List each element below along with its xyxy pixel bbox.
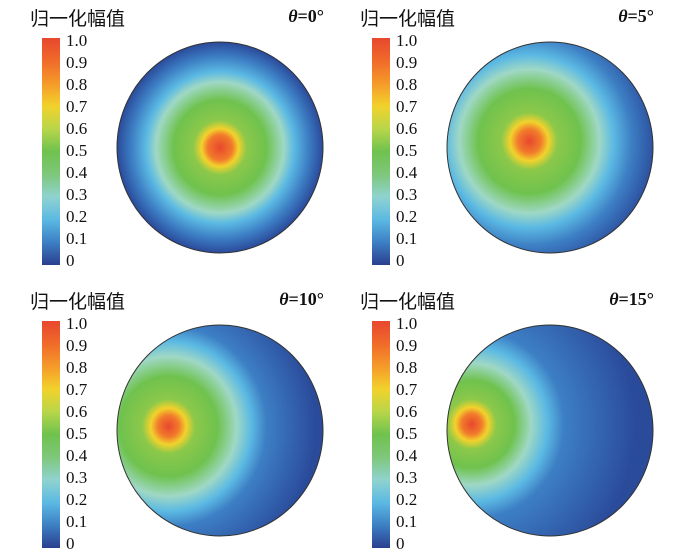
theta-value: =0° — [297, 6, 324, 26]
tick-label: 0.8 — [66, 358, 88, 377]
legend-title: 归一化幅值 — [360, 291, 456, 313]
tick-label: 0.2 — [396, 207, 418, 226]
amplitude-disk — [445, 323, 655, 538]
tick-label: 1.0 — [66, 31, 88, 50]
disk-shape — [446, 41, 654, 254]
tick-label: 0.9 — [66, 53, 88, 72]
tick-label: 0.9 — [396, 336, 418, 355]
colorbar-ticks: 1.0 0.9 0.8 0.7 0.6 0.5 0.4 0.3 0.2 0.1 … — [66, 315, 106, 555]
tick-label: 0.6 — [66, 402, 88, 421]
panel-theta-10: 归一化幅值 θ=10° 1.0 0.9 0.8 0.7 0.6 0.5 0.4 … — [30, 283, 340, 558]
tick-label: 0.3 — [66, 185, 88, 204]
tick-label: 0.8 — [396, 75, 418, 94]
tick-label: 0.6 — [396, 119, 418, 138]
tick-label: 0.1 — [396, 512, 418, 531]
tick-label: 0.5 — [66, 424, 88, 443]
tick-label: 0 — [396, 251, 405, 270]
colorbar-ticks: 1.0 0.9 0.8 0.7 0.6 0.5 0.4 0.3 0.2 0.1 … — [396, 32, 436, 272]
tick-label: 0 — [66, 251, 75, 270]
tick-label: 0.5 — [396, 424, 418, 443]
amplitude-disk-svg — [446, 324, 654, 537]
panel-theta-5: 归一化幅值 θ=5° 1.0 0.9 0.8 0.7 0.6 0.5 0.4 0… — [360, 0, 670, 275]
tick-label: 0.9 — [396, 53, 418, 72]
tick-label: 0.7 — [396, 97, 418, 116]
amplitude-disk-svg — [116, 324, 324, 537]
tick-label: 0.4 — [396, 163, 418, 182]
disk-shape — [116, 41, 324, 254]
disk-shape — [116, 324, 324, 537]
angle-label: θ=5° — [618, 6, 654, 27]
tick-label: 0.9 — [66, 336, 88, 355]
colorbar-ticks: 1.0 0.9 0.8 0.7 0.6 0.5 0.4 0.3 0.2 0.1 … — [396, 315, 436, 555]
tick-label: 1.0 — [396, 314, 418, 333]
tick-label: 0.7 — [396, 380, 418, 399]
tick-label: 0.1 — [66, 512, 88, 531]
colorbar — [372, 321, 390, 548]
tick-label: 0.7 — [66, 97, 88, 116]
tick-label: 0.6 — [66, 119, 88, 138]
theta-value: =10° — [288, 289, 324, 309]
angle-label: θ=15° — [609, 289, 654, 310]
tick-label: 1.0 — [66, 314, 88, 333]
tick-label: 0.4 — [396, 446, 418, 465]
amplitude-disk-svg — [116, 41, 324, 254]
tick-label: 0.2 — [396, 490, 418, 509]
legend-title: 归一化幅值 — [30, 291, 126, 313]
tick-label: 0.3 — [396, 185, 418, 204]
legend-title: 归一化幅值 — [360, 8, 456, 30]
theta-symbol: θ — [618, 6, 628, 26]
tick-label: 0.8 — [396, 358, 418, 377]
tick-label: 0.3 — [396, 468, 418, 487]
angle-label: θ=0° — [288, 6, 324, 27]
theta-symbol: θ — [609, 289, 619, 309]
tick-label: 0.1 — [66, 229, 88, 248]
tick-label: 0.8 — [66, 75, 88, 94]
tick-label: 0.3 — [66, 468, 88, 487]
tick-label: 0 — [66, 534, 75, 553]
colorbar — [42, 321, 60, 548]
tick-label: 0.5 — [396, 141, 418, 160]
disk-shape — [446, 324, 654, 537]
panel-theta-0: 归一化幅值 θ=0° 1.0 0.9 0.8 0.7 0.6 0.5 0.4 0… — [30, 0, 340, 275]
colorbar — [42, 38, 60, 265]
tick-label: 0.4 — [66, 163, 88, 182]
colorbar — [372, 38, 390, 265]
tick-label: 0.5 — [66, 141, 88, 160]
amplitude-disk — [115, 40, 325, 255]
theta-symbol: θ — [279, 289, 289, 309]
tick-label: 0.7 — [66, 380, 88, 399]
tick-label: 0.4 — [66, 446, 88, 465]
legend-title: 归一化幅值 — [30, 8, 126, 30]
tick-label: 0.6 — [396, 402, 418, 421]
tick-label: 1.0 — [396, 31, 418, 50]
tick-label: 0.2 — [66, 207, 88, 226]
panel-theta-15: 归一化幅值 θ=15° 1.0 0.9 0.8 0.7 0.6 0.5 0.4 … — [360, 283, 670, 558]
amplitude-disk — [115, 323, 325, 538]
theta-value: =5° — [627, 6, 654, 26]
colorbar-ticks: 1.0 0.9 0.8 0.7 0.6 0.5 0.4 0.3 0.2 0.1 … — [66, 32, 106, 272]
tick-label: 0 — [396, 534, 405, 553]
angle-label: θ=10° — [279, 289, 324, 310]
theta-symbol: θ — [288, 6, 298, 26]
theta-value: =15° — [618, 289, 654, 309]
tick-label: 0.2 — [66, 490, 88, 509]
tick-label: 0.1 — [396, 229, 418, 248]
amplitude-disk-svg — [446, 41, 654, 254]
amplitude-disk — [445, 40, 655, 255]
